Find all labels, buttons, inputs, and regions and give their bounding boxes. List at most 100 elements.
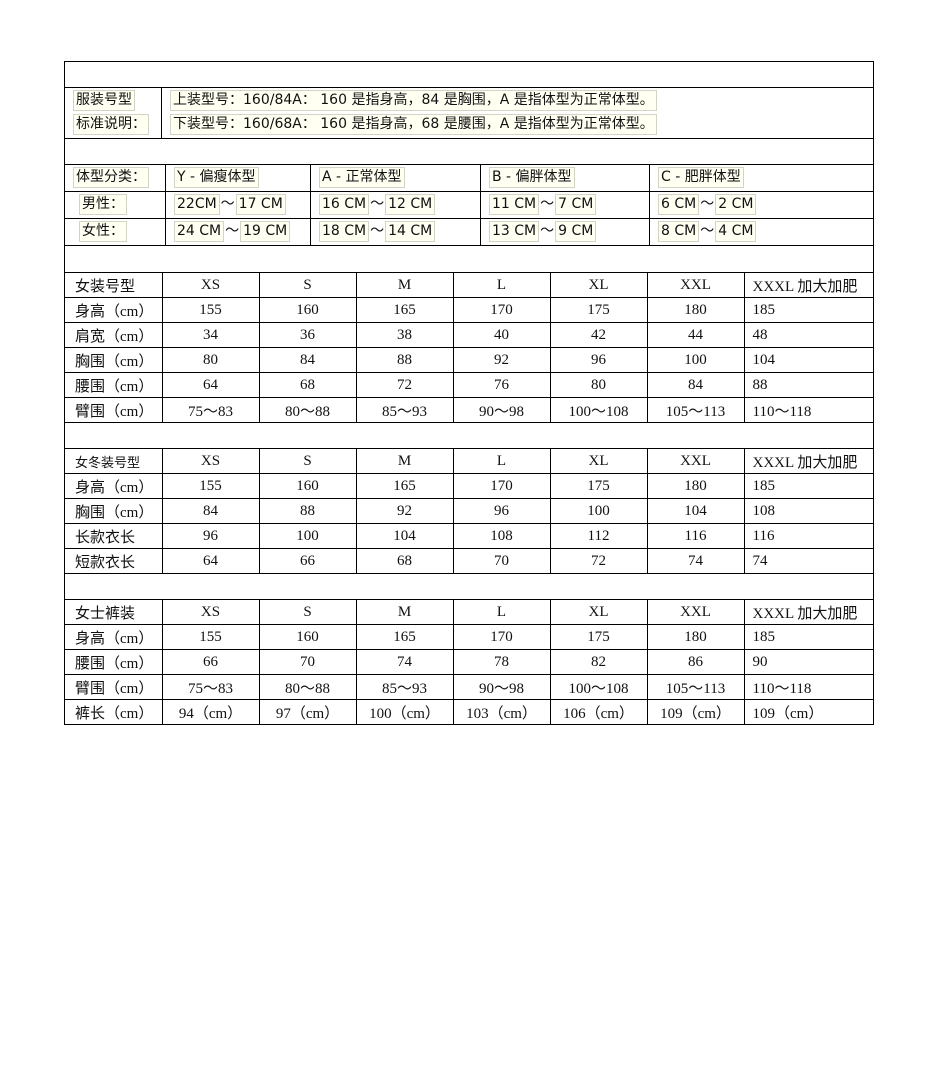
size-value: 74 bbox=[647, 548, 745, 573]
range-from: 8 CM bbox=[658, 221, 700, 242]
range-separator: ～ bbox=[700, 223, 715, 239]
size-value: 165 bbox=[356, 297, 454, 323]
size-value: 105～113 bbox=[647, 397, 745, 422]
size-value: 105～113 bbox=[647, 674, 745, 700]
size-value: 108 bbox=[453, 523, 551, 549]
range-separator: ～ bbox=[370, 223, 385, 239]
bottom-size-explanation: 下装型号：160/68A： 160 是指身高，68 是腰围，A 是指体型为正常体… bbox=[170, 114, 657, 135]
size-row: 臂围（cm） 75～83 80～88 85～93 90～98 100～108 105～113… bbox=[65, 397, 873, 422]
size-chart-sheet: 服装号型 标准说明： 上装型号：160/84A： 160 是指身高，84 是胸围… bbox=[64, 61, 874, 725]
range-from: 22CM bbox=[174, 194, 220, 215]
size-value: 75～83 bbox=[162, 674, 260, 700]
measurement-label: 身高（cm） bbox=[65, 473, 163, 499]
womens-pants-size-table: 女士裤装 XS S M L XL XXL XXXL 加大加肥 身高（cm） 155 160 165 17… bbox=[65, 600, 873, 724]
body-type-cell: 体型分类： bbox=[65, 165, 166, 191]
body-type-cell: Y - 偏瘦体型 bbox=[166, 165, 311, 191]
size-value: 175 bbox=[550, 297, 648, 323]
size-header-cell: M bbox=[356, 600, 454, 625]
size-value: 180 bbox=[647, 473, 745, 499]
blank-row bbox=[65, 423, 873, 449]
size-header-cell: L bbox=[453, 449, 551, 474]
body-type-cell: A - 正常体型 bbox=[311, 165, 481, 191]
size-value: 84 bbox=[647, 372, 745, 398]
range-cell: 16 CM ～ 12 CM bbox=[311, 192, 481, 218]
size-value: 110～118 bbox=[752, 403, 812, 420]
range-cell: 22CM ～ 17 CM bbox=[166, 192, 311, 218]
size-header-cell: XXXL 加大加肥 bbox=[744, 600, 873, 625]
size-value: 42 bbox=[550, 322, 648, 348]
size-header-cell: XS bbox=[162, 600, 260, 625]
size-header-cell: L bbox=[453, 273, 551, 298]
explanation-label: 服装号型 标准说明： bbox=[65, 88, 162, 138]
size-value: 74 bbox=[752, 552, 768, 569]
blank-row bbox=[65, 246, 873, 273]
body-type-table: 体型分类： Y - 偏瘦体型 A - 正常体型 B - 偏胖体型 C - 肥胖体型 男性：… bbox=[65, 165, 873, 246]
measurement-label: 腰围（cm） bbox=[65, 372, 163, 398]
size-value: 97（cm） bbox=[259, 699, 357, 724]
size-header-cell: XS bbox=[162, 449, 260, 474]
top-size-explanation: 上装型号：160/84A： 160 是指身高，84 是胸围，A 是指体型为正常体… bbox=[170, 90, 657, 111]
gender-cell: 女性： bbox=[65, 219, 166, 245]
size-value: 86 bbox=[647, 649, 745, 675]
size-value: 155 bbox=[162, 624, 260, 650]
size-value: 175 bbox=[550, 624, 648, 650]
body-type-row: 男性： 22CM ～ 17 CM 16 CM ～ 12 CM 11 CM ～ 7 CM 6 CM ～ 2… bbox=[65, 192, 873, 219]
measurement-label: 臂围（cm） bbox=[65, 674, 163, 700]
size-value: 88 bbox=[744, 372, 873, 398]
size-header-row: 女士裤装 XS S M L XL XXL XXXL 加大加肥 bbox=[65, 600, 873, 625]
size-value: 160 bbox=[259, 297, 357, 323]
blank-row bbox=[65, 574, 873, 600]
size-value: 76 bbox=[453, 372, 551, 398]
explanation-text: 上装型号：160/84A： 160 是指身高，84 是胸围，A 是指体型为正常体… bbox=[162, 88, 657, 138]
size-value: 104 bbox=[744, 347, 873, 373]
size-value: 112 bbox=[550, 523, 648, 549]
blank-row bbox=[65, 62, 873, 88]
body-type-cell: B - 偏胖体型 bbox=[481, 165, 650, 191]
measurement-label: 胸围（cm） bbox=[65, 347, 163, 373]
body-type-header-row: 体型分类： Y - 偏瘦体型 A - 正常体型 B - 偏胖体型 C - 肥胖体型 bbox=[65, 165, 873, 192]
size-value: 100～108 bbox=[550, 397, 648, 422]
size-header-cell: XL bbox=[550, 600, 648, 625]
size-row: 腰围（cm） 64 68 72 76 80 84 88 bbox=[65, 372, 873, 398]
size-value: 110～118 bbox=[744, 674, 873, 700]
size-value: 66 bbox=[162, 649, 260, 675]
size-value: 38 bbox=[356, 322, 454, 348]
size-value: 170 bbox=[453, 473, 551, 499]
size-value: 80～88 bbox=[259, 397, 357, 422]
size-header-cell: XXL bbox=[647, 449, 745, 474]
size-header-cell: M bbox=[356, 273, 454, 298]
size-row: 肩宽（cm） 34 36 38 40 42 44 48 bbox=[65, 322, 873, 348]
size-value: 100 bbox=[550, 498, 648, 524]
measurement-label: 裤长（cm） bbox=[65, 699, 163, 724]
size-value: 88 bbox=[356, 347, 454, 373]
range-to: 19 CM bbox=[240, 221, 291, 242]
size-value: 100 bbox=[259, 523, 357, 549]
size-value: 40 bbox=[453, 322, 551, 348]
size-value: 80 bbox=[550, 372, 648, 398]
size-value: 68 bbox=[259, 372, 357, 398]
size-row: 身高（cm） 155 160 165 170 175 180 185 bbox=[65, 624, 873, 650]
body-type-heading: C - 肥胖体型 bbox=[658, 167, 744, 188]
size-value: 80～88 bbox=[259, 674, 357, 700]
size-value: 90 bbox=[744, 649, 873, 675]
blank-row bbox=[65, 139, 873, 165]
size-value: 84 bbox=[259, 347, 357, 373]
size-row: 身高（cm） 155 160 165 170 175 180 185 bbox=[65, 297, 873, 323]
size-row: 腰围（cm） 66 70 74 78 82 86 90 bbox=[65, 649, 873, 675]
size-value: 70 bbox=[453, 548, 551, 573]
size-header-row: 女装号型 XS S M L XL XXL XXXL 加大加肥 bbox=[65, 273, 873, 298]
range-separator: ～ bbox=[225, 223, 240, 239]
range-to: 2 CM bbox=[715, 194, 757, 215]
range-from: 16 CM bbox=[319, 194, 370, 215]
size-value: 88 bbox=[259, 498, 357, 524]
size-value: 180 bbox=[647, 297, 745, 323]
size-row: 长款衣长 96 100 104 108 112 116 116 bbox=[65, 523, 873, 549]
range-cell: 6 CM ～ 2 CM bbox=[650, 192, 873, 218]
body-type-heading: A - 正常体型 bbox=[319, 167, 405, 188]
size-value: 90～98 bbox=[453, 397, 551, 422]
size-row: 裤长（cm） 94（cm） 97（cm） 100（cm） 103（cm） 106（cm） 1… bbox=[65, 699, 873, 724]
body-type-heading: B - 偏胖体型 bbox=[489, 167, 575, 188]
size-value: 185 bbox=[744, 624, 873, 650]
range-cell: 24 CM ～ 19 CM bbox=[166, 219, 311, 245]
size-header-cell: M bbox=[356, 449, 454, 474]
